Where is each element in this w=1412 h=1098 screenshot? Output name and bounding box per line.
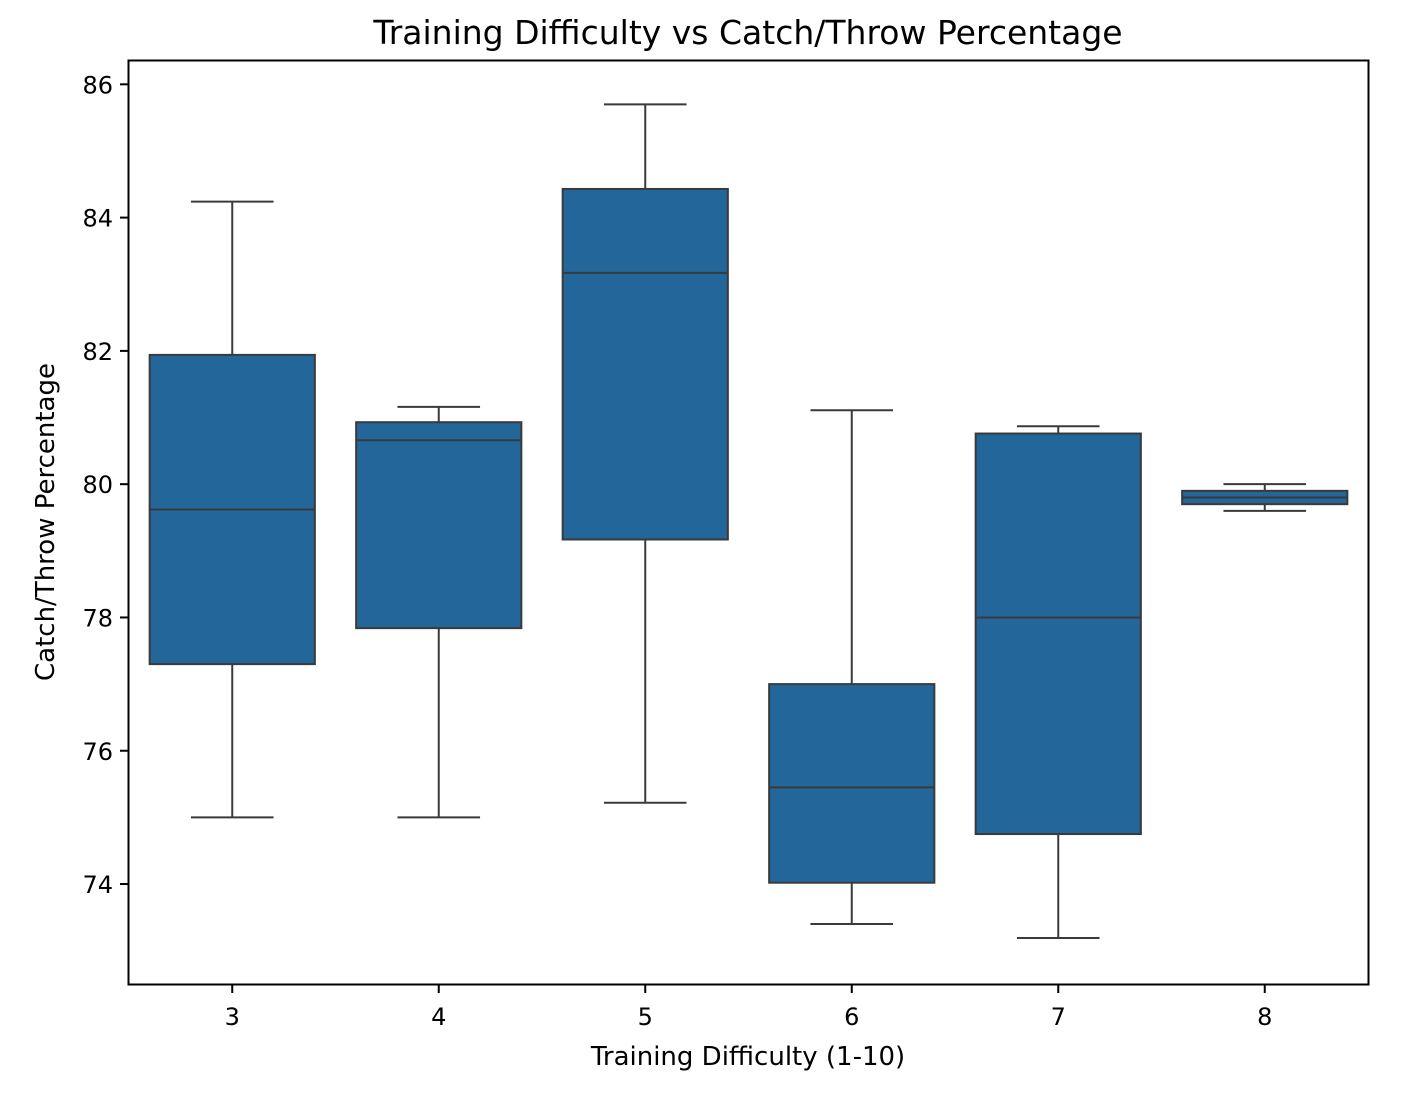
y-tick-label: 80: [82, 471, 113, 499]
iqr-box: [561, 187, 729, 541]
iqr-box: [768, 683, 936, 884]
y-tick-label: 82: [82, 338, 113, 366]
y-tick-label: 74: [82, 871, 113, 899]
x-tick-label: 8: [1257, 1003, 1272, 1031]
box-group-5: [561, 103, 729, 804]
y-tick-label: 78: [82, 604, 113, 632]
x-axis-label: Training Difficulty (1-10): [590, 1042, 905, 1072]
iqr-box: [974, 432, 1142, 836]
x-tick-label: 6: [844, 1003, 859, 1031]
x-tick-label: 4: [431, 1003, 446, 1031]
y-tick-label: 84: [82, 205, 113, 233]
box-group-4: [355, 405, 523, 819]
x-tick-label: 5: [638, 1003, 653, 1031]
chart-title: Training Difficulty vs Catch/Throw Perce…: [372, 13, 1122, 52]
x-tick-label: 3: [225, 1003, 240, 1031]
y-tick-label: 76: [82, 738, 113, 766]
box-group-7: [974, 425, 1142, 940]
box-group-6: [768, 409, 936, 926]
box-group-3: [148, 200, 316, 819]
y-tick-label: 86: [82, 71, 113, 99]
plot-frame: [127, 59, 1370, 986]
plot-area: [148, 103, 1349, 940]
box-group-8: [1181, 483, 1349, 512]
y-axis-label: Catch/Throw Percentage: [31, 363, 61, 681]
iqr-box: [355, 421, 523, 630]
x-tick-label: 7: [1051, 1003, 1066, 1031]
